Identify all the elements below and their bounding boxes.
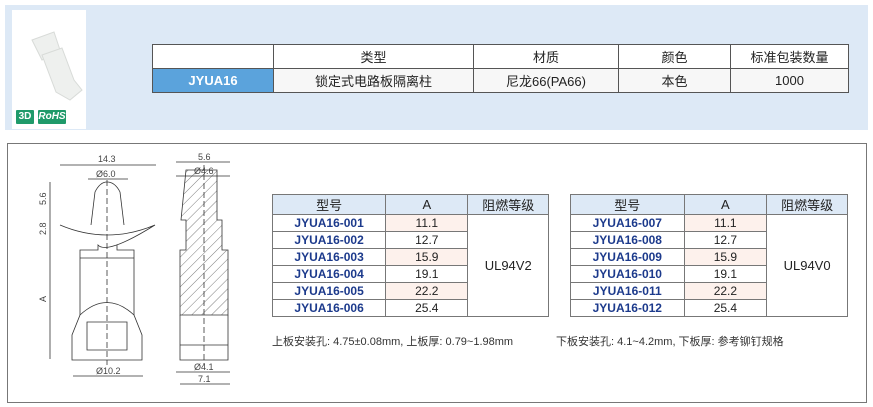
- rohs-badge: RoHS: [38, 110, 66, 124]
- value-type: 锁定式电路板隔离柱: [273, 68, 474, 93]
- dimension-a: 25.4: [683, 299, 768, 317]
- dim-base-width: 7.1: [198, 374, 211, 384]
- dim-flange: 2.8: [38, 222, 48, 235]
- header-color: 颜色: [618, 44, 731, 69]
- table-row: JYUA16-011 22.2: [570, 282, 848, 300]
- model-code: JYUA16-008: [570, 231, 685, 249]
- dimension-a: 11.1: [683, 214, 768, 232]
- dim-a: A: [38, 296, 48, 302]
- model-code: JYUA16-002: [271, 231, 387, 249]
- flame-rating: UL94V0: [766, 214, 848, 317]
- product-summary-panel: 3D RoHS 编码 类型 材质 颜色 标准包装数量 JYUA16 锁定式电路板…: [5, 5, 868, 130]
- table-row: JYUA16-006 25.4: [271, 299, 549, 317]
- dimension-a: 11.1: [385, 214, 469, 232]
- table-row: JYUA16-009 15.9: [570, 248, 848, 266]
- 3d-badge: 3D: [16, 110, 34, 124]
- dimension-a: 12.7: [385, 231, 469, 249]
- dim-clip-dia: Ø6.0: [96, 169, 116, 179]
- header-code: 编码: [152, 44, 274, 69]
- table-row: JYUA16-007 11.1 UL94V0: [570, 214, 848, 317]
- technical-drawing: 14.3 Ø6.0 5.6 2.8 A Ø10.2 5.6 Ø4.6 Ø4.1 …: [38, 152, 230, 385]
- note-upper-board: 上板安装孔: 4.75±0.08mm, 上板厚: 0.79~1.98mm: [272, 336, 514, 348]
- header-package-qty: 标准包装数量: [730, 44, 849, 69]
- dimension-a: 22.2: [683, 282, 768, 300]
- table-row: JYUA16-002 12.7: [271, 231, 549, 249]
- dim-base-dia: Ø10.2: [96, 366, 121, 376]
- flame-rating: UL94V2: [467, 214, 549, 317]
- model-code: JYUA16-005: [271, 282, 387, 300]
- header-a: A: [385, 194, 469, 215]
- dim-width: 14.3: [98, 154, 116, 164]
- product-photo: 3D RoHS: [12, 10, 86, 129]
- model-code: JYUA16-006: [271, 299, 387, 317]
- model-code: JYUA16-010: [570, 265, 685, 283]
- dimension-a: 19.1: [385, 265, 469, 283]
- model-code: JYUA16-009: [570, 248, 685, 266]
- dim-side-dia: Ø4.6: [194, 166, 214, 176]
- dimension-a: 19.1: [683, 265, 768, 283]
- dimension-a: 22.2: [385, 282, 469, 300]
- dimension-a: 25.4: [385, 299, 469, 317]
- header-rating: 阻燃等级: [467, 194, 549, 215]
- model-code: JYUA16-007: [570, 214, 685, 232]
- table-row: JYUA16-010 19.1: [570, 265, 848, 283]
- model-code: JYUA16-001: [271, 214, 387, 232]
- table-row: JYUA16-008 12.7: [570, 231, 848, 249]
- header-a: A: [683, 194, 768, 215]
- dimension-a: 15.9: [385, 248, 469, 266]
- header-rating: 阻燃等级: [766, 194, 848, 215]
- model-code: JYUA16-004: [271, 265, 387, 283]
- dimension-a: 12.7: [683, 231, 768, 249]
- dim-hole-dia: Ø4.1: [194, 362, 214, 372]
- table-row: JYUA16-001 11.1 UL94V2: [271, 214, 549, 317]
- specification-panel: [7, 143, 867, 403]
- dim-clip-height: 5.6: [38, 192, 48, 205]
- header-type: 类型: [273, 44, 474, 69]
- header-material: 材质: [473, 44, 619, 69]
- header-model: 型号: [570, 194, 685, 215]
- dim-side-width: 5.6: [198, 152, 211, 162]
- model-table-left: 型号 A 阻燃等级 JYUA16-001 11.1 UL94V2 JYUA16-002 12.…: [271, 194, 549, 317]
- value-code: JYUA16: [152, 68, 274, 93]
- table-row: JYUA16-005 22.2: [271, 282, 549, 300]
- model-code: JYUA16-003: [271, 248, 387, 266]
- spacer-image: [31, 31, 83, 101]
- model-table-right: 型号 A 阻燃等级 JYUA16-007 11.1 UL94V0 JYUA16-008 12.…: [570, 194, 848, 317]
- model-code: JYUA16-012: [570, 299, 685, 317]
- value-package-qty: 1000: [730, 68, 849, 93]
- value-color: 本色: [618, 68, 731, 93]
- dimension-a: 15.9: [683, 248, 768, 266]
- table-row: JYUA16-003 15.9: [271, 248, 549, 266]
- header-model: 型号: [271, 194, 387, 215]
- value-material: 尼龙66(PA66): [473, 68, 619, 93]
- product-spec-table: 编码 类型 材质 颜色 标准包装数量 JYUA16 锁定式电路板隔离柱 尼龙66…: [152, 44, 849, 93]
- note-lower-board: 下板安装孔: 4.1~4.2mm, 下板厚: 参考铆钉规格: [556, 336, 784, 348]
- model-code: JYUA16-011: [570, 282, 685, 300]
- table-row: JYUA16-012 25.4: [570, 299, 848, 317]
